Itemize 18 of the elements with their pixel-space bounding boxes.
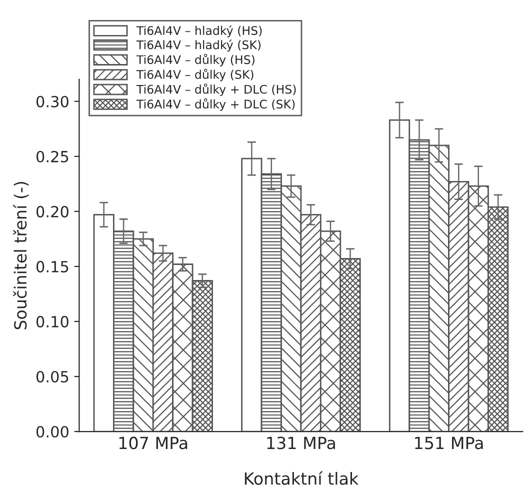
legend-label: Ti6Al4V – důlky + DLC (HS) [136, 84, 296, 96]
y-tick-label: 0.25 [36, 150, 68, 162]
y-tick-label: 0.10 [36, 316, 68, 328]
legend-label: Ti6Al4V – důlky (HS) [136, 54, 254, 66]
legend-label: Ti6Al4V – důlky + DLC (SK) [136, 98, 295, 111]
legend-label: Ti6Al4V – důlky (SK) [136, 68, 254, 82]
y-axis-title: Součinitel tření (-) [13, 182, 29, 330]
y-tick-label: 0.05 [36, 370, 68, 383]
legend-label: Ti6Al4V – hladký (HS) [136, 25, 262, 38]
y-tick-label: 0.00 [36, 426, 68, 438]
x-axis-title: Kontaktní tlak [244, 471, 359, 485]
y-tick-label: 0.15 [36, 260, 68, 272]
x-tick-label: 131 MPa [267, 436, 335, 450]
legend-label: Ti6Al4V – hladký (SK) [136, 40, 261, 52]
y-tick-label: 0.20 [36, 206, 68, 218]
x-tick-label: 151 MPa [415, 436, 483, 450]
x-tick-label: 107 MPa [119, 436, 188, 450]
y-tick-label: 0.30 [36, 96, 68, 108]
